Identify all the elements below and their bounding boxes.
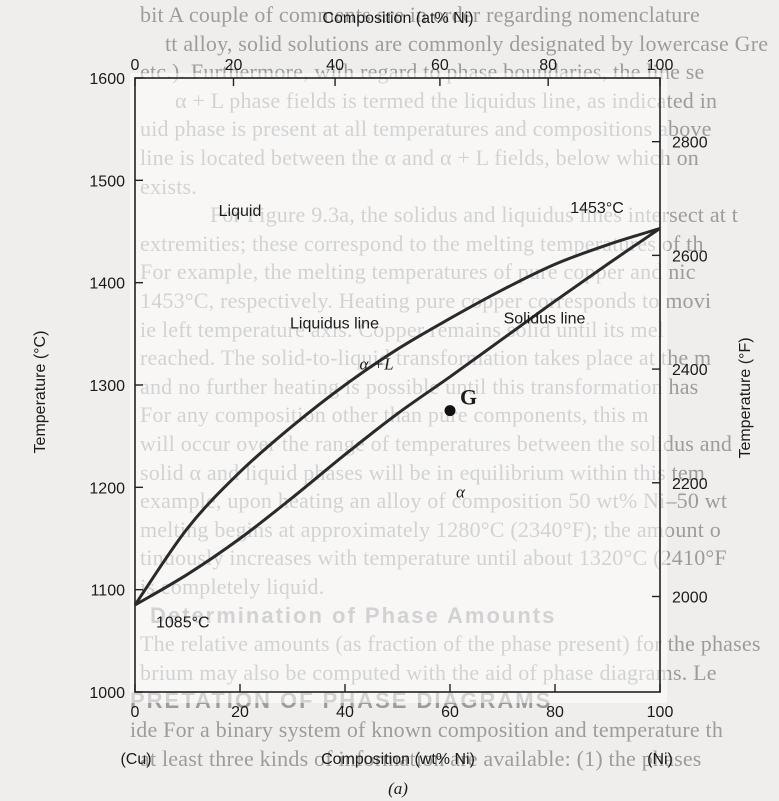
right-axis-title: Temperature (°F) <box>737 337 754 458</box>
y-tick-label: 1500 <box>89 173 125 190</box>
top-tick-label: 40 <box>326 57 344 74</box>
region-label-alpha: α <box>456 483 466 502</box>
x-tick-label: 100 <box>647 704 674 721</box>
y-tick-label: 1000 <box>89 685 125 702</box>
top-axis-title: Composition (at% Ni) <box>322 10 473 27</box>
top-tick-label: 0 <box>131 57 140 74</box>
background-text-line: ide For a binary system of known composi… <box>130 717 724 742</box>
point-g-label: G <box>460 385 477 410</box>
x-end-label-cu: (Cu) <box>120 751 151 768</box>
y-tick-label: 1400 <box>89 276 125 293</box>
right-tick-label: 2400 <box>672 362 708 379</box>
liquidus-line-label: Liquidus line <box>290 316 379 333</box>
liquidus-curve <box>133 226 661 606</box>
right-tick-label: 2800 <box>672 135 708 152</box>
right-tick-label: 2600 <box>672 248 708 265</box>
figure-caption: (a) <box>388 779 408 798</box>
y-axis-title: Temperature (°C) <box>32 331 49 454</box>
top-tick-label: 100 <box>647 57 674 74</box>
x-tick-label: 80 <box>546 704 564 721</box>
background-text-line: tt alloy, solid solutions are commonly d… <box>165 30 769 56</box>
solidus-line-label: Solidus line <box>504 311 586 328</box>
right-tick-label: 2200 <box>672 476 708 493</box>
right-tick-label: 2000 <box>672 589 708 606</box>
solidus-curve <box>134 227 661 607</box>
x-tick-label: 20 <box>231 704 249 721</box>
annotation-ni-melting: 1453°C <box>570 200 624 217</box>
x-tick-label: 60 <box>441 704 459 721</box>
x-axis-title: Composition (wt% Ni) <box>321 751 475 768</box>
x-tick-label: 0 <box>131 704 140 721</box>
x-tick-label: 40 <box>336 704 354 721</box>
region-label-liquid: Liquid <box>219 203 262 220</box>
background-text-line: at least three kinds of information are … <box>140 745 702 771</box>
y-tick-label: 1300 <box>89 378 125 395</box>
y-tick-label: 1600 <box>89 71 125 88</box>
y-tick-label: 1200 <box>89 480 125 497</box>
top-tick-label: 60 <box>431 57 449 74</box>
top-tick-label: 20 <box>225 57 243 74</box>
point-g-marker <box>444 405 456 417</box>
region-label-alpha-plus-liquid: α +L <box>359 355 393 374</box>
plot-panel <box>130 73 667 703</box>
annotation-cu-melting: 1085°C <box>156 615 210 632</box>
y-tick-label: 1100 <box>91 583 126 600</box>
top-tick-label: 80 <box>539 57 557 74</box>
background-text-line: bit A couple of comments are in order re… <box>140 2 700 27</box>
x-end-label-ni: (Ni) <box>647 751 673 768</box>
